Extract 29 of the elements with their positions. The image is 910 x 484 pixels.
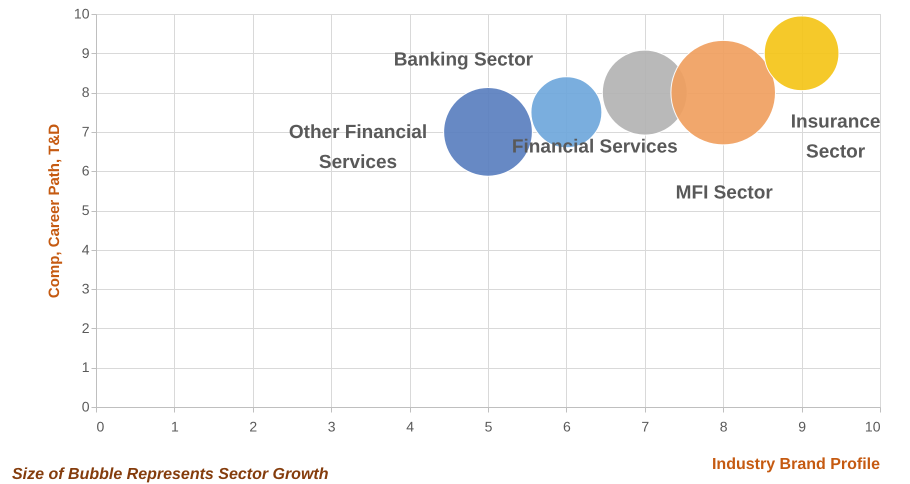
x-tick-label: 2 xyxy=(249,418,258,434)
y-tick-label: 10 xyxy=(74,6,90,22)
y-tick-label: 8 xyxy=(82,84,90,100)
y-tick-label: 7 xyxy=(82,123,90,140)
y-axis-title: Comp, Career Path, T&D xyxy=(46,124,63,298)
y-tick-label: 0 xyxy=(82,398,90,414)
x-tick-label: 0 xyxy=(96,418,104,434)
x-tick-label: 5 xyxy=(484,418,493,434)
y-tick-label: 6 xyxy=(82,162,90,179)
series-label: Banking Sector xyxy=(394,49,534,70)
series-label: Other Financial Services xyxy=(288,122,428,173)
text: Size of Bubble Represents Sector Growth xyxy=(12,466,329,483)
y-tick-label: 4 xyxy=(82,241,90,258)
x-tick-label: 7 xyxy=(641,418,650,434)
x-tick-label: 1 xyxy=(171,418,179,434)
y-tick-label: 9 xyxy=(82,44,90,61)
y-tick-label: 2 xyxy=(82,320,90,336)
series-label: Insurance Sector xyxy=(790,111,880,162)
text: MFI Sector xyxy=(676,182,774,204)
x-tick-label: 8 xyxy=(720,418,728,434)
x-tick-label: 4 xyxy=(406,418,414,434)
y-tick-label: 1 xyxy=(82,359,90,376)
y-tick-label: 3 xyxy=(82,280,90,297)
x-axis-title: Industry Brand Profile xyxy=(712,456,880,473)
y-tick-label: 5 xyxy=(82,202,90,218)
x-tick-label: 3 xyxy=(328,418,336,434)
x-tick-label: 10 xyxy=(864,418,881,434)
x-tick-label: 9 xyxy=(798,418,806,434)
x-tick-label: 6 xyxy=(563,418,571,434)
